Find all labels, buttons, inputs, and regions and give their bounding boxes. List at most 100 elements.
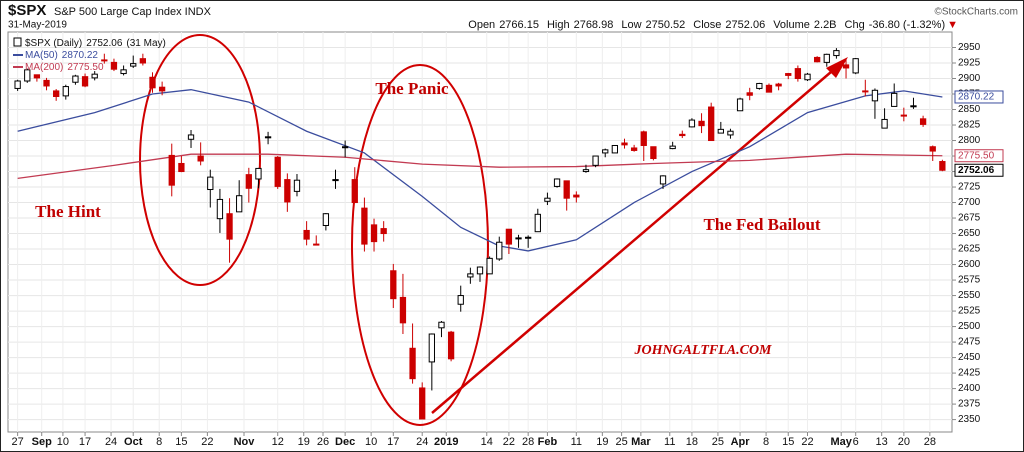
x-tick-label: 10: [57, 436, 69, 448]
candle-body: [794, 68, 802, 80]
header-arrow: ▼: [947, 19, 958, 31]
y-tick-label: 2900: [958, 73, 981, 84]
candle-body: [727, 130, 734, 136]
x-tick-label: Sep: [32, 436, 52, 448]
candle-body: [515, 237, 522, 240]
candle-body: [717, 128, 724, 134]
candle-body: [775, 83, 782, 87]
x-tick-label: 15: [782, 436, 794, 448]
header-value: 2766.15: [499, 19, 539, 31]
y-tick-label: 2450: [958, 352, 981, 363]
candle-body: [582, 169, 590, 173]
arrow-shaft: [431, 65, 839, 414]
x-tick-label: 22: [503, 436, 515, 448]
candle-body: [409, 347, 416, 380]
header-value: 2750.52: [646, 19, 686, 31]
y-tick-label: 2575: [958, 275, 981, 286]
candle-body: [149, 76, 156, 89]
candle-body: [833, 50, 840, 57]
x-tick-label: 8: [156, 436, 162, 448]
y-tick-label: 2825: [958, 120, 981, 131]
y-tick-label: 2350: [958, 414, 981, 425]
price-tags: 2870.22 2775.50 2752.06: [954, 90, 1004, 177]
price-tag-box: [954, 90, 1004, 104]
candle-body: [592, 155, 599, 166]
y-tick-label: 2700: [958, 197, 981, 208]
candle-body: [53, 90, 60, 97]
candle-body: [438, 321, 445, 329]
candle-body: [255, 167, 262, 180]
x-tick-label: 6: [853, 436, 859, 448]
candle-body: [380, 228, 387, 235]
candle-body: [602, 149, 609, 154]
candle-body: [178, 162, 185, 173]
y-tick-label: 2400: [958, 383, 981, 394]
candle-body: [62, 86, 69, 97]
x-tick-label: 17: [387, 436, 399, 448]
y-tick-label: 2525: [958, 306, 981, 317]
candle-body: [197, 155, 204, 162]
legend-note: (31 May): [126, 38, 165, 49]
header-value: -36.80: [869, 19, 900, 31]
candle-body: [823, 53, 830, 63]
y-tick-label: 2925: [958, 58, 981, 69]
candle-body: [264, 136, 272, 139]
symbol: $SPX: [8, 2, 46, 19]
x-tick-label: Dec: [335, 436, 355, 448]
candle-body: [447, 331, 455, 360]
candle-body: [891, 92, 898, 107]
candle-body: [236, 195, 243, 213]
candle-body: [659, 175, 667, 185]
y-tick-label: 2600: [958, 259, 981, 270]
candle-body: [187, 134, 195, 140]
y-tick-label: 2800: [958, 135, 981, 146]
header-quote: Open 2766.15 High 2768.98 Low 2750.52 Close 275…: [468, 19, 958, 31]
y-tick-label: 2675: [958, 213, 981, 224]
candle-body: [332, 179, 339, 182]
candle-body: [929, 146, 936, 152]
x-tick-label: 22: [201, 436, 213, 448]
candle-body: [804, 73, 811, 81]
header-value: 2.2B: [814, 19, 837, 31]
y-tick-label: 2625: [958, 244, 981, 255]
y-tick-label: 2550: [958, 290, 981, 301]
candle-body: [486, 257, 493, 275]
candle-body: [881, 118, 888, 129]
legend-value: 2775.50: [67, 62, 104, 73]
header-pct: (-1.32%): [903, 19, 945, 31]
candle-body: [544, 197, 551, 202]
x-tick-label: 11: [664, 436, 675, 448]
x-tick-label: 28: [924, 436, 936, 448]
legend-entry: $SPX (Daily) 2752.06 (31 May): [25, 38, 166, 49]
header-label: Low: [621, 19, 641, 31]
candle-body: [158, 86, 166, 92]
y-tick-label: 2950: [958, 42, 981, 53]
x-tick-label: May: [831, 436, 853, 448]
x-tick-label: 14: [481, 436, 493, 448]
candle-body: [640, 131, 647, 146]
candle-body: [419, 387, 426, 420]
candle-body: [120, 69, 127, 75]
annotation: The Hint: [35, 202, 101, 221]
header-label: Close: [693, 19, 721, 31]
legend-name: MA(200): [25, 62, 63, 73]
candle-body: [813, 56, 821, 63]
candle-body: [688, 119, 696, 128]
x-tick-label: Apr: [731, 436, 751, 448]
y-tick-label: 2725: [958, 182, 981, 193]
x-tick-label: Oct: [124, 436, 143, 448]
x-tick-label: 20: [898, 436, 910, 448]
candle-body: [284, 179, 291, 203]
x-tick-label: 26: [317, 436, 329, 448]
x-tick-label: 11: [571, 436, 582, 448]
candle-body: [756, 82, 763, 89]
candle-body: [428, 333, 435, 363]
legend-name: MA(50): [25, 50, 58, 61]
candle-body: [399, 296, 407, 324]
x-tick-label: 24: [105, 436, 117, 448]
x-tick-label: Feb: [538, 436, 558, 448]
x-tick-label: 25: [712, 436, 724, 448]
legend-entry: MA(200) 2775.50: [25, 62, 104, 73]
annotation: The Fed Bailout: [703, 215, 820, 234]
